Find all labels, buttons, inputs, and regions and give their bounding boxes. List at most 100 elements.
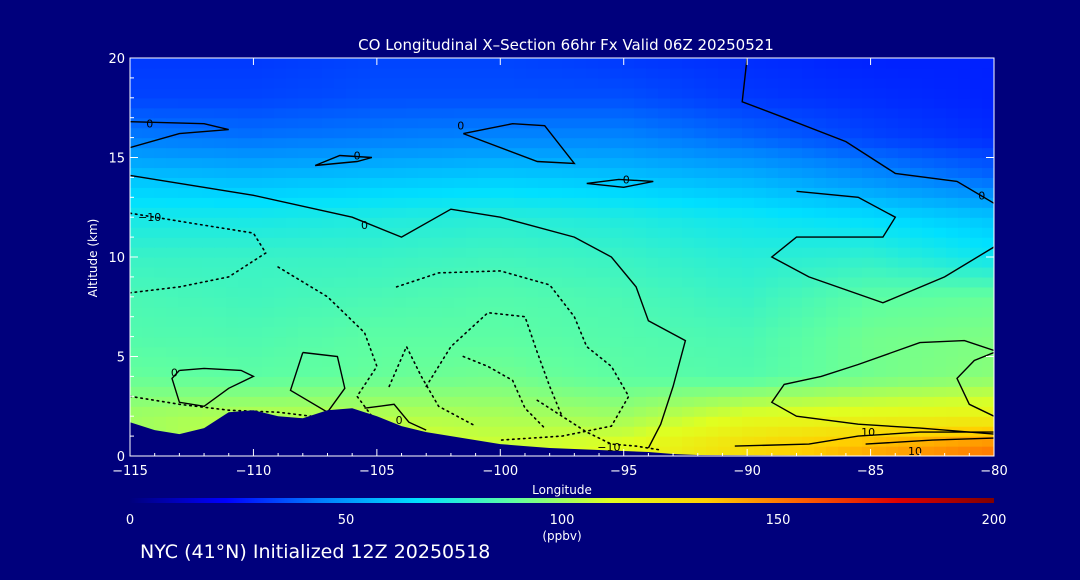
field-cell [934,207,947,218]
field-cell [826,237,839,248]
field-cell [526,366,539,377]
field-cell [466,187,479,198]
field-cell [334,107,347,119]
field-cell [586,97,599,109]
field-cell [946,276,959,288]
field-cell [550,346,563,358]
field-cell [394,227,407,238]
field-cell [886,137,899,149]
field-cell [310,157,323,169]
field-cell [934,266,947,278]
field-cell [394,107,407,119]
field-cell [634,276,647,288]
field-cell [574,137,587,149]
field-cell [934,77,947,89]
field-cell [226,58,239,69]
field-cell [706,276,719,288]
field-cell [334,336,347,348]
field-cell [946,416,959,427]
field-cell [586,436,599,447]
field-cell [406,97,419,109]
field-cell [658,177,671,188]
field-cell [346,247,359,258]
field-cell [670,247,683,258]
field-cell [574,296,587,308]
field-cell [262,286,275,298]
field-cell [826,127,839,139]
field-cell [730,217,743,228]
field-cell [166,167,179,178]
field-cell [574,247,587,258]
field-cell [382,356,395,368]
field-cell [646,77,659,89]
field-cell [898,416,911,427]
field-cell [922,87,935,99]
field-cell [538,276,551,288]
field-cell [634,217,647,228]
field-cell [574,167,587,178]
colorbar-ticks: 0 50 100 150 200 [126,513,1007,528]
field-cell [358,97,371,109]
field-cell [538,187,551,198]
field-cell [274,77,287,89]
field-cell [130,336,143,348]
field-cell [430,207,443,218]
field-cell [622,247,635,258]
field-cell [982,266,994,278]
field-cell [646,356,659,368]
field-cell [178,167,191,178]
field-cell [346,346,359,358]
field-cell [394,416,407,427]
field-cell [250,207,263,218]
field-cell [622,147,635,159]
field-cell [370,406,383,417]
field-cell [574,426,587,437]
field-cell [550,356,563,368]
field-cell [490,157,503,169]
field-cell [538,266,551,278]
field-cell [418,366,431,377]
field-cell [406,326,419,338]
field-cell [310,167,323,178]
contour-line [289,351,346,414]
field-cell [826,356,839,368]
field-cell [850,167,863,178]
field-cell [550,207,563,218]
field-cell [130,276,143,288]
field-cell [934,276,947,288]
field-cell [550,376,563,387]
field-cell [658,446,671,456]
field-cell [190,286,203,298]
field-cell [862,147,875,159]
field-cell [910,426,923,437]
field-cell [670,326,683,338]
field-cell [934,197,947,208]
field-cell [466,386,479,397]
field-cell [790,58,803,69]
field-cell [442,316,455,328]
field-cell [922,296,935,308]
field-cell [214,167,227,178]
field-cell [898,127,911,139]
field-cell [862,157,875,169]
field-cell [334,87,347,99]
field-cell [406,227,419,238]
field-cell [190,58,203,69]
field-cell [874,157,887,169]
field-cell [634,147,647,159]
field-cell [178,376,191,387]
field-cell [526,306,539,318]
field-cell [358,237,371,248]
field-cell [910,237,923,248]
field-cell [442,67,455,79]
field-cell [886,376,899,387]
field-cell [946,107,959,119]
field-cell [238,247,251,258]
field-cell [526,97,539,109]
field-cell [250,107,263,119]
field-cell [322,257,335,268]
field-cell [382,147,395,159]
field-cell [526,346,539,358]
